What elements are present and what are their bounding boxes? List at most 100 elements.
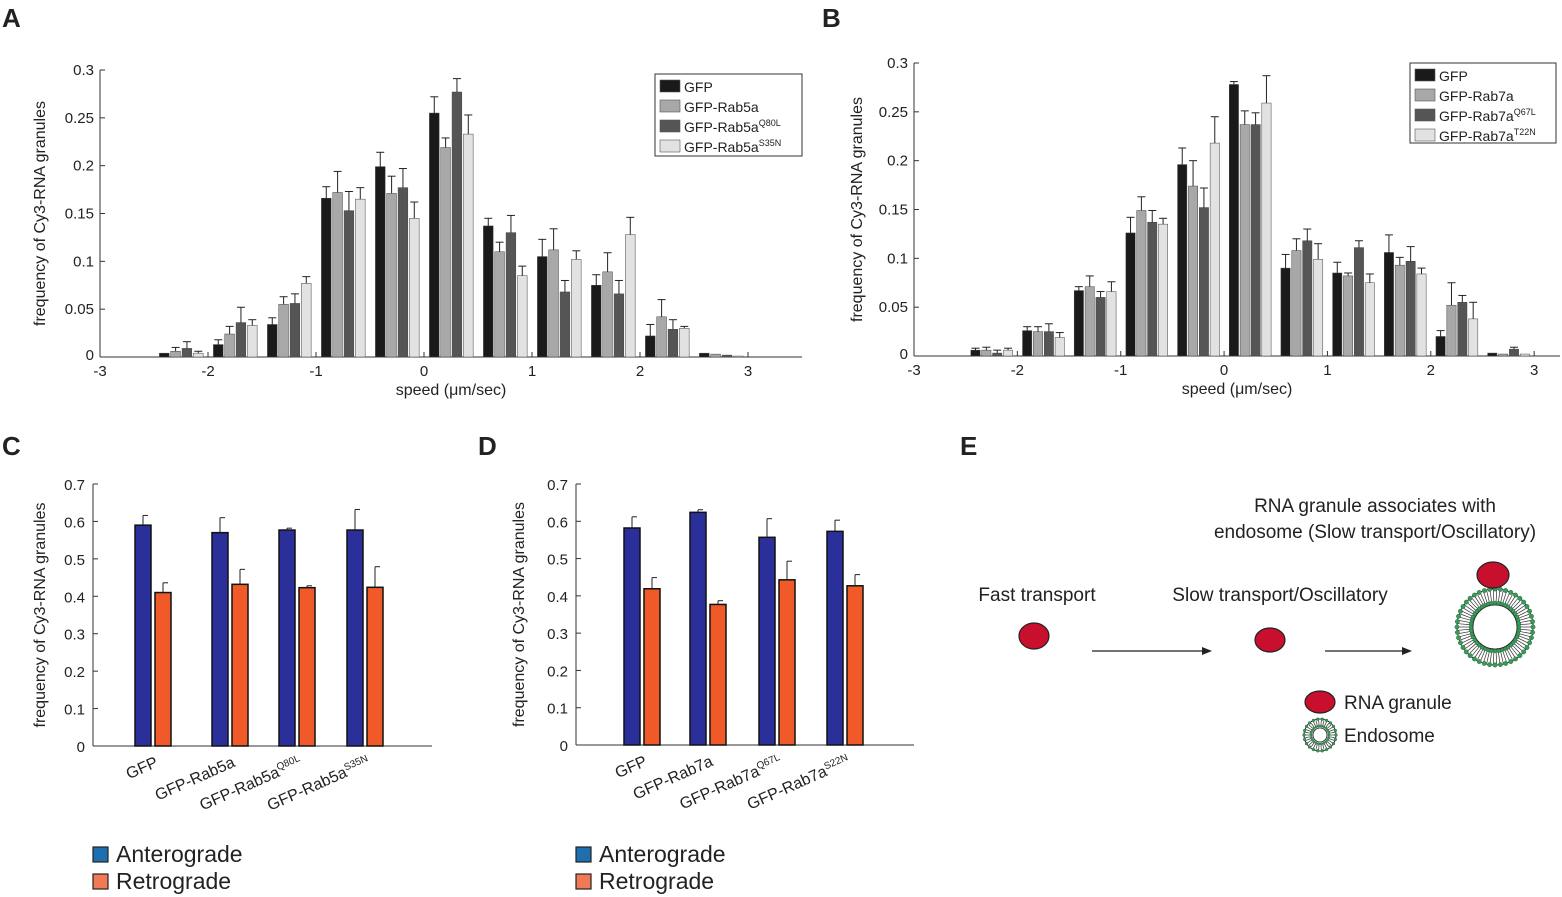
endosome-spike xyxy=(1519,628,1532,631)
endosome-spike xyxy=(1459,616,1471,621)
endosome-spike xyxy=(1513,602,1524,611)
endosome-bead xyxy=(1320,717,1324,721)
legend-swatch xyxy=(92,846,109,863)
endosome-spike xyxy=(1506,648,1513,660)
bar xyxy=(981,349,992,357)
y-tick-label: 0.1 xyxy=(64,702,85,719)
endosome-bead xyxy=(1309,736,1313,739)
endosome-bead xyxy=(1324,740,1328,744)
endosome-bead xyxy=(1458,608,1463,614)
legend-entry: GFP-Rab5a xyxy=(684,99,759,115)
bar xyxy=(1487,352,1498,357)
y-tick-label: 0.1 xyxy=(547,701,568,718)
endosome-spike xyxy=(1510,597,1519,608)
bar xyxy=(625,234,636,358)
diagram-e: RNA granule associates with endosome (Sl… xyxy=(978,496,1536,753)
bar xyxy=(733,355,744,358)
category-label-sup: Q80L xyxy=(275,753,302,773)
bar xyxy=(463,133,474,358)
endosome-bead xyxy=(1311,738,1314,742)
y-tick-label: 0.2 xyxy=(887,153,908,170)
chart-a: 0 0.05 0.1 0.15 0.2 0.25 0.3 -3 -2 -1 0 1 2 3 speed (μ… xyxy=(32,62,803,399)
bar xyxy=(710,353,721,358)
endosome-lumen xyxy=(1312,727,1328,743)
bar xyxy=(1188,185,1198,357)
endosome-spike xyxy=(1489,590,1492,603)
endosome-bead xyxy=(1458,640,1463,646)
endosome-spike xyxy=(1324,743,1327,749)
x-tick-label: -2 xyxy=(201,363,214,380)
x-axis-label: speed (μm/sec) xyxy=(396,382,507,399)
legend-entry-sup: Q80L xyxy=(759,118,781,128)
endosome-spike xyxy=(1463,639,1474,647)
endosome-spike xyxy=(1477,648,1484,660)
legend-entry-name: GFP-Rab7a xyxy=(1439,128,1514,144)
bar xyxy=(211,531,229,747)
endosome-spike xyxy=(1518,613,1530,619)
endosome-bead xyxy=(1481,588,1487,593)
endosome-bead xyxy=(1524,604,1530,609)
legend-label: Retrograde xyxy=(116,868,231,894)
bar xyxy=(721,354,733,358)
endosome-spike xyxy=(1327,724,1332,729)
bar xyxy=(1261,102,1272,357)
category-label: GFP xyxy=(124,754,161,783)
endosome-spike xyxy=(1508,647,1516,659)
bar xyxy=(709,603,727,746)
endosome-bead xyxy=(1517,653,1523,659)
x-tick-label: 2 xyxy=(1427,362,1435,379)
endosome-spike xyxy=(1458,631,1471,634)
endosome-spike xyxy=(1486,590,1490,603)
endosome-spike xyxy=(1498,590,1501,603)
bar xyxy=(346,529,364,747)
endosome-spike xyxy=(1519,616,1531,621)
endosome-bead xyxy=(1314,725,1318,729)
y-tick-label: 0 xyxy=(560,738,568,755)
bar xyxy=(1147,221,1158,357)
bar xyxy=(992,352,1003,357)
endosome-spike xyxy=(1329,729,1335,732)
endosome-bead xyxy=(1316,749,1320,753)
bar xyxy=(645,335,656,358)
endosome-spike xyxy=(1500,651,1504,664)
y-tick-label: 0.3 xyxy=(64,627,85,644)
bar xyxy=(224,333,235,358)
bar xyxy=(1158,223,1168,357)
y-tick-label: 0.15 xyxy=(879,202,908,219)
endosome-bead xyxy=(1492,662,1498,668)
endosome-bead xyxy=(1331,724,1336,728)
endosome-spike xyxy=(1483,650,1488,663)
endosome-legend-icon xyxy=(1302,717,1338,753)
bar xyxy=(1446,304,1457,357)
y-axis-label: frequency of Cy3-RNA granules xyxy=(849,97,866,322)
bar xyxy=(451,91,463,358)
bar xyxy=(301,283,312,358)
endosome-spike xyxy=(1463,607,1474,615)
endosome-spike xyxy=(1327,741,1332,746)
endosome-bead xyxy=(1508,659,1514,664)
x-tick-label: 2 xyxy=(636,363,644,380)
fast-transport-label: Fast transport xyxy=(978,585,1096,606)
endosome-bead xyxy=(1325,718,1329,723)
endosome-spike xyxy=(1308,741,1313,746)
endosome-bead xyxy=(1481,661,1487,666)
endosome-bead xyxy=(1498,662,1503,668)
bar xyxy=(1095,297,1106,357)
endosome-bead xyxy=(1311,718,1315,723)
endosome-spike xyxy=(1310,722,1315,728)
diagram-title-line2: endosome (Slow transport/Oscillatory) xyxy=(1214,522,1536,543)
endosome-bead xyxy=(1317,742,1321,746)
endosome-spike xyxy=(1504,592,1510,605)
endosome-spike xyxy=(1305,729,1311,732)
legend-swatch xyxy=(1414,128,1436,142)
x-tick-label: -1 xyxy=(1114,362,1127,379)
endosome-spike xyxy=(1480,592,1486,605)
endosome-spike xyxy=(1461,610,1473,617)
bar xyxy=(1354,247,1364,357)
bar xyxy=(602,271,613,358)
chart-d: 0 0.1 0.2 0.3 0.4 0.5 0.6 0.7 frequency of Cy3-R… xyxy=(511,477,914,894)
y-tick-label: 0 xyxy=(86,347,94,364)
endosome-bead xyxy=(1319,724,1323,728)
x-tick-label: 0 xyxy=(1220,362,1228,379)
